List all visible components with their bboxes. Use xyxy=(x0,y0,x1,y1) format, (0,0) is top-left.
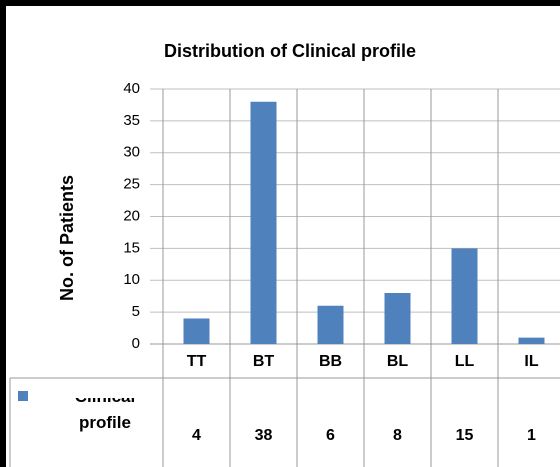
table-value: 38 xyxy=(255,427,273,444)
x-tick-label: BT xyxy=(253,353,275,370)
legend-swatch xyxy=(18,391,28,401)
table-value: 15 xyxy=(456,427,474,444)
y-axis-label: No. of Patients xyxy=(57,175,77,301)
bar xyxy=(451,248,478,344)
legend-box: Clinical profile xyxy=(75,398,135,432)
x-tick-label: LL xyxy=(455,353,475,370)
y-tick-label: 30 xyxy=(123,144,140,161)
x-tick-label: TT xyxy=(187,353,207,370)
chart-title: Distribution of Clinical profile xyxy=(164,41,416,61)
y-tick-label: 0 xyxy=(132,335,140,352)
bar xyxy=(384,293,411,344)
y-tick-label: 35 xyxy=(123,112,140,129)
y-tick-label: 25 xyxy=(123,176,140,193)
table-value: 8 xyxy=(393,427,402,444)
table-value: 6 xyxy=(326,427,335,444)
bar xyxy=(183,318,210,344)
y-tick-label: 5 xyxy=(132,303,140,320)
x-tick-label: IL xyxy=(524,353,538,370)
bar xyxy=(250,101,277,344)
table-value: 4 xyxy=(192,427,201,444)
y-tick-label: 10 xyxy=(123,271,140,288)
legend-label: Clinical profile xyxy=(75,398,135,432)
bar xyxy=(317,305,344,344)
y-tick-label: 15 xyxy=(123,239,140,256)
y-tick-label: 20 xyxy=(123,207,140,224)
x-tick-label: BB xyxy=(319,353,342,370)
x-tick-label: BL xyxy=(387,353,409,370)
bar xyxy=(518,337,545,344)
table-value: 1 xyxy=(527,427,536,444)
y-tick-label: 40 xyxy=(123,80,140,97)
